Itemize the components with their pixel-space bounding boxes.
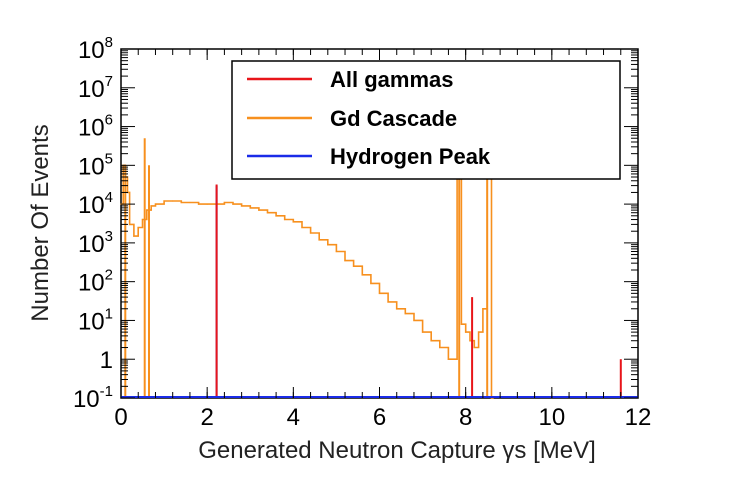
data-point [137, 226, 139, 229]
data-point [232, 203, 234, 205]
data-point [413, 319, 415, 321]
tick-label-layer: 0 2 4 6 8 10 12 10-1 1 101 102 103 104 105 106 107 108 [73, 34, 651, 431]
data-point [163, 200, 165, 202]
data-point [318, 239, 320, 241]
data-point [129, 223, 131, 225]
y-tick-label: 105 [78, 150, 113, 180]
data-point [439, 346, 441, 349]
data-point [206, 203, 208, 205]
legend-box [231, 60, 621, 180]
data-point [223, 201, 225, 204]
y-tick-label: 106 [78, 112, 113, 142]
x-tick-label: 10 [538, 404, 565, 431]
x-tick-label: 12 [625, 404, 652, 431]
tick-layer [120, 48, 639, 399]
data-point [292, 221, 294, 223]
data-point [146, 209, 148, 211]
data-point [353, 265, 355, 267]
data-point [447, 358, 449, 360]
data-point [266, 212, 269, 214]
data-point [327, 244, 329, 246]
data-point [422, 331, 424, 333]
x-tick-label: 0 [114, 404, 127, 431]
data-point [460, 323, 462, 325]
data-point [284, 218, 286, 221]
legend: All gammas Gd Cascade Hydrogen Peak [231, 60, 621, 180]
y-tick-label: 107 [78, 73, 113, 103]
data-point [180, 201, 182, 204]
data-point [133, 235, 135, 237]
y-tick-label: 103 [78, 228, 113, 258]
data-point [335, 250, 337, 253]
data-point [154, 203, 157, 205]
data-point [361, 274, 363, 276]
x-tick-label: 6 [373, 404, 386, 431]
data-point [378, 292, 381, 294]
data-point [189, 201, 191, 204]
data-point [249, 207, 251, 209]
data-point [275, 215, 277, 217]
legend-label-all-gammas: All gammas [330, 67, 454, 92]
legend-label-hydrogen-peak: Hydrogen Peak [330, 144, 491, 169]
data-point [469, 340, 471, 342]
series-line-gd-cascade [121, 157, 494, 399]
data-point [465, 331, 467, 333]
y-axis-title: Number Of Events [27, 124, 54, 321]
data-point [482, 308, 484, 310]
x-tick-label: 2 [200, 404, 213, 431]
data-point [301, 226, 303, 229]
data-point [478, 331, 480, 333]
y-tick-label: 1 [100, 347, 113, 374]
legend-label-gd-cascade: Gd Cascade [330, 106, 457, 131]
data-point [370, 282, 372, 284]
y-tick-label: 101 [78, 305, 113, 335]
data-point [430, 340, 432, 342]
data-point [172, 200, 174, 202]
data-point [344, 260, 346, 262]
y-tick-label: 108 [78, 34, 113, 64]
data-point [150, 205, 152, 207]
data-point [258, 209, 260, 211]
y-tick-label: 102 [78, 267, 113, 297]
data-point [198, 203, 200, 205]
data-point [310, 232, 312, 234]
x-tick-label: 8 [459, 404, 472, 431]
x-tick-label: 4 [287, 404, 300, 431]
data-point [396, 308, 398, 310]
data-point [404, 313, 406, 315]
y-tick-label: 104 [78, 189, 113, 219]
data-point [387, 301, 389, 303]
data-point [141, 218, 144, 221]
data-point [473, 346, 475, 349]
y-tick-label: 10-1 [73, 383, 113, 413]
x-axis-title: Generated Neutron Capture γs [MeV] [198, 437, 596, 464]
data-point [241, 205, 243, 207]
